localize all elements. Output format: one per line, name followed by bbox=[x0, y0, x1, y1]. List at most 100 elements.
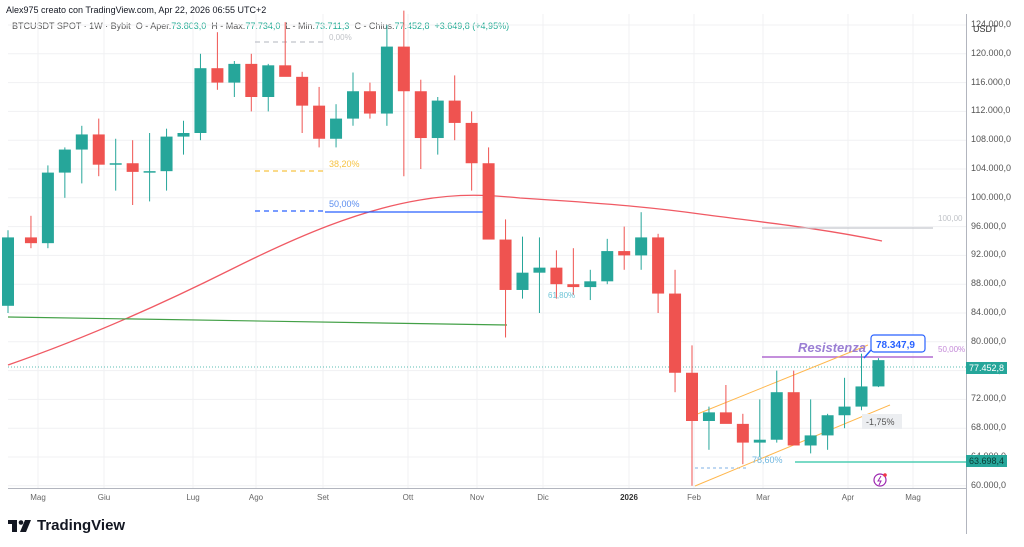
candle-up bbox=[431, 100, 444, 139]
price-tick: 60.000,0 bbox=[971, 479, 1007, 490]
candle-up bbox=[41, 172, 54, 244]
candle-down bbox=[245, 63, 258, 97]
price-tick: 84.000,0 bbox=[971, 307, 1007, 317]
candle-up bbox=[821, 415, 834, 436]
candle-up bbox=[516, 272, 529, 290]
time-tick: Feb bbox=[687, 493, 701, 502]
time-tick: Mag bbox=[30, 493, 46, 502]
candle-up bbox=[635, 237, 648, 256]
channel-upper bbox=[694, 344, 869, 416]
tradingview-logo-text: TradingView bbox=[37, 517, 126, 534]
price-tick: 112.000,0 bbox=[971, 105, 1011, 116]
level-price-badge: 63.698,4 bbox=[966, 455, 1008, 467]
high-value: 77.734,0 bbox=[245, 21, 281, 31]
symbol-label[interactable]: BTCUSDT SPOT · 1W · Bybit bbox=[12, 21, 131, 31]
candle-down bbox=[92, 134, 105, 165]
resistance-label: Resistenza bbox=[798, 340, 866, 355]
low-value: 73.711,3 bbox=[315, 21, 350, 31]
notification-dot-icon bbox=[883, 473, 887, 477]
candle-down bbox=[24, 237, 37, 244]
candle-up bbox=[601, 251, 614, 282]
candle-up bbox=[177, 133, 190, 137]
close-value: 77.452,8 bbox=[394, 21, 430, 31]
callout-pointer bbox=[863, 349, 872, 359]
fib-50-right-label: 50,00% bbox=[938, 345, 965, 354]
open-value: 73.803,0 bbox=[171, 21, 207, 31]
candle-up bbox=[380, 46, 393, 114]
candle-down bbox=[126, 163, 139, 172]
candle-up bbox=[58, 149, 71, 173]
change-value: +3.649,8 (+4,95%) bbox=[434, 21, 510, 31]
price-axis-line bbox=[966, 14, 967, 534]
candle-down bbox=[465, 122, 478, 164]
candle-down bbox=[550, 267, 563, 285]
candle-down bbox=[618, 251, 631, 256]
candle-up bbox=[2, 237, 14, 306]
lightning-icon bbox=[873, 473, 887, 487]
candle-up bbox=[194, 68, 207, 133]
price-tick: 104.000,0 bbox=[971, 163, 1012, 173]
price-tick: 120.000,0 bbox=[971, 47, 1012, 58]
candle-up bbox=[262, 65, 275, 97]
time-tick: Lug bbox=[186, 493, 200, 502]
candle-down bbox=[499, 239, 512, 290]
candle-down bbox=[482, 163, 495, 240]
resistance-price-callout bbox=[870, 334, 926, 353]
time-tick: 2026 bbox=[620, 493, 638, 502]
candle-down bbox=[414, 91, 427, 139]
candle-up bbox=[228, 63, 241, 83]
time-tick: Nov bbox=[469, 493, 485, 502]
fib-618-label: 61,80% bbox=[548, 291, 575, 300]
candle-down bbox=[719, 412, 732, 424]
fib-100-label: 100,00 bbox=[938, 214, 963, 223]
candle-up bbox=[855, 386, 868, 407]
candle-up bbox=[753, 439, 766, 443]
candle-up bbox=[330, 118, 343, 139]
candle-down bbox=[669, 293, 682, 373]
candle-up bbox=[75, 134, 88, 150]
time-tick: Apr bbox=[841, 493, 855, 502]
fib-786-label: 78,60% bbox=[752, 455, 783, 465]
candle-down bbox=[363, 91, 376, 114]
candle-down bbox=[567, 284, 580, 288]
time-tick: Ago bbox=[248, 493, 264, 502]
fib-50-label: 50,00% bbox=[329, 199, 360, 209]
price-tick: 80.000,0 bbox=[971, 335, 1007, 346]
last-price-badge: 77.452,8 bbox=[966, 362, 1008, 374]
candle-down bbox=[296, 76, 309, 106]
price-tick: 96.000,0 bbox=[971, 220, 1007, 231]
candle-down bbox=[211, 68, 224, 83]
price-tick: 108.000,0 bbox=[971, 134, 1012, 145]
fib-382-label: 38,20% bbox=[329, 159, 360, 169]
price-tick: 88.000,0 bbox=[971, 278, 1007, 289]
candle-up bbox=[160, 136, 173, 172]
low-label: L - Min. bbox=[285, 21, 316, 31]
time-tick: Ott bbox=[402, 493, 414, 502]
high-label: H - Max. bbox=[211, 21, 246, 31]
time-tick: Mag bbox=[905, 493, 921, 502]
tradingview-logo[interactable]: TradingView bbox=[8, 517, 125, 534]
symbol-legend: BTCUSDT SPOT · 1W · Bybit O - Aper.73.80… bbox=[12, 21, 509, 31]
time-axis-line bbox=[8, 488, 966, 489]
fib-0-label: 0,00% bbox=[329, 33, 352, 42]
chart-author-header: Alex975 creato con TradingView.com, Apr … bbox=[6, 5, 267, 15]
price-tick: 100.000,0 bbox=[971, 191, 1012, 202]
candle-down bbox=[787, 392, 800, 446]
candle-up bbox=[702, 412, 715, 421]
open-label: O - Aper. bbox=[135, 21, 172, 31]
price-tick: 116.000,0 bbox=[971, 76, 1011, 87]
time-tick: Mar bbox=[756, 493, 770, 502]
candle-up bbox=[838, 406, 851, 416]
close-label: C - Chius. bbox=[354, 21, 395, 31]
price-tick: 72.000,0 bbox=[971, 393, 1007, 404]
moving-average-line bbox=[7, 194, 883, 366]
price-tick: 124.000,0 bbox=[971, 19, 1012, 29]
candle-down bbox=[448, 100, 461, 123]
candle-up bbox=[143, 171, 156, 173]
currency-label: USDT bbox=[973, 24, 998, 34]
price-tick: 68.000,0 bbox=[971, 422, 1007, 433]
candle-down bbox=[313, 105, 326, 139]
candle-up bbox=[872, 360, 885, 387]
candle-up bbox=[804, 435, 817, 446]
